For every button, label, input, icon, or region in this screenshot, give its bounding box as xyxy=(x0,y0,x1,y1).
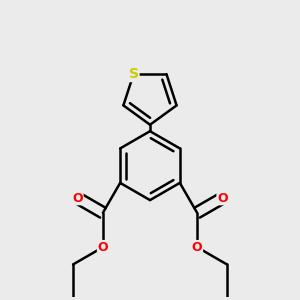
Text: O: O xyxy=(72,192,83,205)
Text: O: O xyxy=(217,192,228,205)
Text: S: S xyxy=(129,67,139,81)
Text: O: O xyxy=(98,241,108,254)
Text: O: O xyxy=(192,241,203,254)
